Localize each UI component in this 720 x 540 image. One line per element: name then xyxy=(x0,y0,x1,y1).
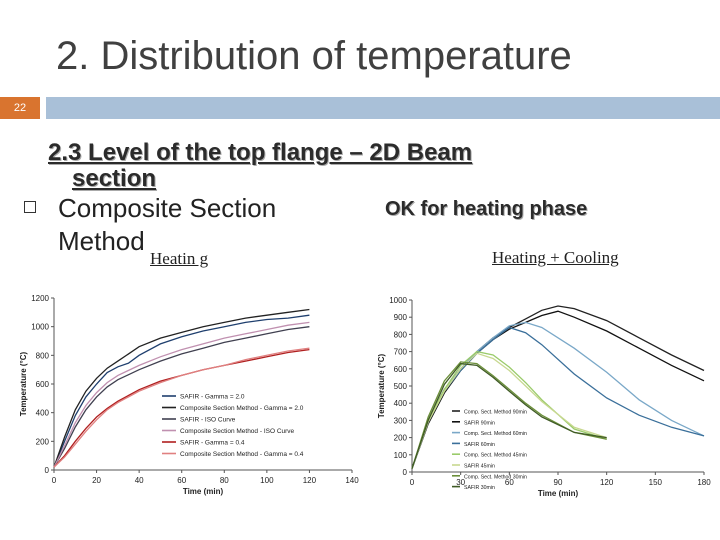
x-tick-label: 140 xyxy=(345,476,359,485)
legend-label: SAFIR 60min xyxy=(464,442,495,448)
y-tick-label: 300 xyxy=(394,416,408,425)
legend-label: Composite Section Method - Gamma = 2.0 xyxy=(180,405,304,412)
legend-label: SAFIR 45min xyxy=(464,464,495,470)
y-tick-label: 200 xyxy=(394,434,408,443)
x-tick-label: 100 xyxy=(260,476,274,485)
heating-label: Heatin g xyxy=(150,249,209,268)
x-tick-label: 120 xyxy=(600,478,614,487)
x-tick-label: 150 xyxy=(649,478,663,487)
series-line xyxy=(53,347,310,468)
slide-number: 22 xyxy=(0,97,40,119)
x-tick-label: 40 xyxy=(135,476,144,485)
legend-label: SAFIR 90min xyxy=(464,420,495,426)
x-tick-label: 90 xyxy=(554,478,563,487)
y-tick-label: 1000 xyxy=(389,296,407,305)
series-line xyxy=(53,308,310,468)
section-heading-line1: 2.3 Level of the top flange – 2D Beam xyxy=(48,139,473,166)
legend-label: SAFIR - Gamma = 0.4 xyxy=(180,440,245,447)
series-line xyxy=(411,352,607,469)
legend-label: Comp. Sect. Method 60min xyxy=(464,431,527,437)
heating-cooling-label: Heating + Cooling xyxy=(492,248,619,267)
legend-label: SAFIR - Gamma = 2.0 xyxy=(180,394,245,401)
bullet-text: Composite Section Method xyxy=(58,193,277,256)
legend-label: Comp. Sect. Method 30min xyxy=(464,474,527,480)
series-line xyxy=(53,348,310,468)
series-line xyxy=(53,321,310,468)
y-tick-label: 0 xyxy=(403,468,408,477)
y-axis-label: Temperature (°C) xyxy=(377,353,386,418)
x-tick-label: 60 xyxy=(505,478,514,487)
legend-label: SAFIR 30min xyxy=(464,485,495,491)
square-bullet-icon xyxy=(24,201,36,213)
y-tick-label: 200 xyxy=(36,437,50,446)
y-tick-label: 500 xyxy=(394,382,408,391)
y-tick-label: 800 xyxy=(394,330,408,339)
series-line xyxy=(411,361,607,469)
legend-label: Composite Section Method - Gamma = 0.4 xyxy=(180,451,304,458)
series-line xyxy=(411,321,705,469)
legend-label: Comp. Sect. Method 90min xyxy=(464,410,527,416)
x-tick-label: 180 xyxy=(697,478,711,487)
x-axis-label: Time (min) xyxy=(538,489,579,498)
y-tick-label: 100 xyxy=(394,451,408,460)
x-axis-label: Time (min) xyxy=(183,487,224,496)
series-line xyxy=(411,305,705,469)
series-line xyxy=(411,362,607,469)
legend-label: Composite Section Method - ISO Curve xyxy=(180,428,295,435)
series-line xyxy=(411,310,705,469)
y-tick-label: 1200 xyxy=(31,294,49,303)
y-axis-label: Temperature (°C) xyxy=(19,351,28,416)
legend-label: SAFIR - ISO Curve xyxy=(180,417,236,424)
x-tick-label: 80 xyxy=(220,476,229,485)
legend-label: Comp. Sect. Method 45min xyxy=(464,453,527,459)
y-tick-label: 600 xyxy=(394,365,408,374)
heating-cooling-chart: 0 100 200 300 400 500 600 700 800 900 1000 0 30 60 90 1… xyxy=(377,296,711,498)
series-line xyxy=(53,314,310,468)
section-heading-line2: section xyxy=(72,165,157,192)
x-tick-label: 30 xyxy=(456,478,465,487)
y-tick-label: 700 xyxy=(394,348,408,357)
header-band xyxy=(46,97,720,119)
y-tick-label: 0 xyxy=(45,466,50,475)
x-tick-label: 60 xyxy=(177,476,186,485)
y-tick-label: 400 xyxy=(36,409,50,418)
x-tick-label: 20 xyxy=(92,476,101,485)
section-heading: 2.3 Level of the top flange – 2D Beam se… xyxy=(48,140,548,192)
slide-title: 2. Distribution of temperature xyxy=(56,34,572,78)
x-tick-label: 0 xyxy=(52,476,57,485)
y-tick-label: 400 xyxy=(394,399,408,408)
y-tick-label: 1000 xyxy=(31,323,49,332)
heating-chart: 0 200 400 600 800 1000 1200 0 20 40 60 80 100 120 140 T… xyxy=(19,294,359,496)
y-tick-label: 600 xyxy=(36,380,50,389)
series-line xyxy=(53,326,310,468)
y-tick-label: 800 xyxy=(36,351,50,360)
y-tick-label: 900 xyxy=(394,313,408,322)
ok-heating-text: OK for heating phase xyxy=(385,198,588,220)
x-tick-label: 0 xyxy=(410,478,415,487)
x-tick-label: 120 xyxy=(303,476,317,485)
